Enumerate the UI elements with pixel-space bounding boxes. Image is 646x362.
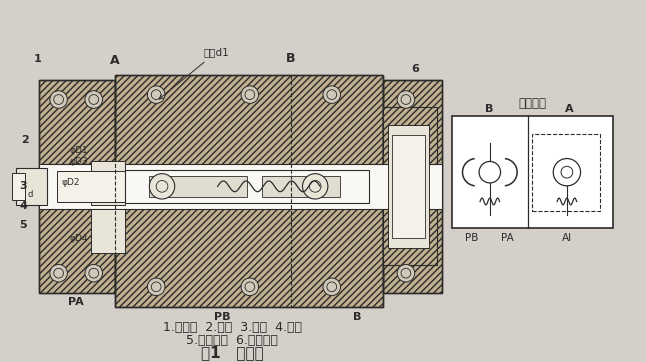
Bar — [532, 134, 600, 211]
Text: A: A — [565, 104, 573, 114]
Text: AI: AI — [562, 233, 572, 243]
Bar — [149, 176, 247, 197]
Bar — [452, 116, 613, 228]
Bar — [91, 209, 125, 253]
Text: 5: 5 — [19, 220, 27, 230]
Circle shape — [241, 278, 258, 296]
Bar — [12, 173, 25, 200]
Circle shape — [147, 278, 165, 296]
Circle shape — [85, 91, 103, 108]
Text: PB: PB — [214, 312, 231, 322]
Bar — [91, 161, 125, 205]
Bar — [125, 170, 369, 203]
Text: PA: PA — [501, 233, 514, 243]
Text: φD1: φD1 — [69, 146, 88, 155]
Circle shape — [50, 91, 67, 108]
Circle shape — [50, 264, 67, 282]
Bar — [115, 75, 384, 307]
Circle shape — [85, 264, 103, 282]
Text: PB: PB — [464, 233, 478, 243]
Bar — [39, 80, 115, 292]
Circle shape — [397, 264, 415, 282]
Circle shape — [323, 278, 340, 296]
Bar — [388, 125, 430, 248]
Text: φD3: φD3 — [69, 157, 88, 167]
Text: 2: 2 — [21, 135, 29, 146]
Text: B: B — [353, 312, 361, 322]
Text: 图1   结构图: 图1 结构图 — [201, 345, 264, 360]
Text: φD4: φD4 — [69, 233, 88, 243]
Text: PA: PA — [68, 296, 84, 307]
Circle shape — [149, 174, 174, 199]
Text: 5.复位弹簧  6.单向阀组: 5.复位弹簧 6.单向阀组 — [186, 334, 278, 347]
Text: φD2: φD2 — [61, 178, 80, 187]
Text: d: d — [28, 190, 33, 199]
Text: 3: 3 — [19, 181, 27, 191]
Text: 4: 4 — [19, 201, 27, 211]
Bar — [16, 168, 47, 205]
Bar — [384, 107, 437, 265]
Text: 6: 6 — [412, 64, 420, 74]
Circle shape — [147, 86, 165, 104]
Bar — [57, 171, 125, 202]
Bar — [115, 75, 384, 307]
Text: B: B — [286, 52, 296, 66]
Circle shape — [323, 86, 340, 104]
Text: 1.接头座  2.阀座  3.阀杆  4.阀体: 1.接头座 2.阀座 3.阀杆 4.阀体 — [163, 321, 302, 334]
Text: 小孔d1: 小孔d1 — [159, 48, 229, 99]
Bar — [39, 164, 442, 209]
Circle shape — [302, 174, 328, 199]
Bar — [262, 176, 340, 197]
Text: B: B — [484, 104, 493, 114]
Text: 机能符号: 机能符号 — [518, 97, 547, 110]
Circle shape — [397, 91, 415, 108]
Text: 1: 1 — [34, 54, 41, 64]
Bar — [392, 135, 426, 238]
Bar — [384, 80, 442, 292]
Bar — [384, 80, 442, 292]
Text: A: A — [110, 54, 120, 67]
Circle shape — [241, 86, 258, 104]
Bar — [39, 80, 115, 292]
